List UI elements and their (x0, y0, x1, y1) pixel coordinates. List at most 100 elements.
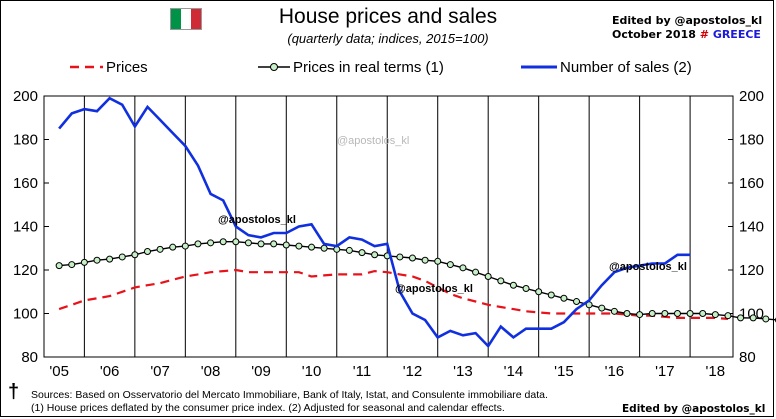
watermark-text: @apostolos_kl (337, 135, 409, 147)
watermark-text: @apostolos_kl (609, 261, 687, 273)
real-price-marker (308, 243, 316, 251)
y-tick-label-left: 80 (21, 349, 38, 366)
real-price-marker (610, 307, 618, 315)
y-tick-label-right: 120 (739, 262, 764, 279)
y-tick-label-right: 80 (739, 349, 756, 366)
real-price-marker (295, 242, 303, 250)
legend-label-prices: Prices (106, 59, 148, 76)
y-tick-label-right: 200 (739, 88, 764, 105)
x-tick-label: '10 (302, 363, 322, 380)
flag-stripe-white (181, 9, 191, 29)
real-price-marker (55, 262, 63, 270)
real-price-marker (762, 315, 770, 323)
real-price-marker (131, 251, 139, 259)
y-axis-left: 80 100 120 140 160 180 200 (13, 88, 49, 366)
x-tick-label: '06 (100, 363, 120, 380)
real-price-marker (181, 242, 189, 250)
edited-by-footer: Edited by @apostolos_kl (622, 403, 766, 415)
x-tick-label: '08 (201, 363, 221, 380)
real-price-marker (207, 239, 215, 247)
real-price-marker (623, 310, 631, 317)
series-group (55, 96, 776, 349)
real-price-marker (270, 240, 278, 248)
hash-tag: # (699, 28, 709, 41)
x-axis: '05 '06 '07 '08 '09 '10 '11 '12 '13 '14 '15 '16 '17 '… (49, 363, 725, 380)
real-price-marker (573, 298, 581, 306)
y-tick-label-left: 100 (13, 306, 38, 323)
real-price-marker (156, 245, 164, 253)
series-line-sales (58, 96, 691, 349)
real-price-marker (661, 310, 669, 317)
real-price-marker (522, 284, 530, 292)
real-price-marker (106, 255, 114, 263)
real-price-marker (434, 257, 442, 265)
edited-date-line: October 2018 # GREECE (612, 28, 761, 41)
real-price-marker (68, 261, 76, 269)
real-price-marker (636, 311, 644, 319)
footnote-sources: Sources: Based on Osservatorio del Merca… (31, 389, 548, 401)
chart-subtitle: (quarterly data; indices, 2015=100) (287, 31, 489, 46)
real-price-marker (459, 264, 467, 272)
real-price-marker (80, 258, 88, 266)
real-price-marker (169, 243, 177, 251)
real-price-marker (509, 281, 517, 289)
real-price-marker (547, 291, 555, 299)
y-tick-label-left: 140 (13, 219, 38, 236)
real-price-marker (118, 253, 126, 261)
legend-label-real-prices: Prices in real terms (1) (293, 59, 444, 76)
real-price-marker (673, 310, 681, 317)
watermark-text: @apostolos_kl (395, 283, 473, 295)
real-price-marker (686, 310, 694, 317)
y-tick-label-left: 200 (13, 88, 38, 105)
real-price-marker (737, 314, 745, 322)
x-tick-label: '14 (504, 363, 524, 380)
real-price-marker (219, 238, 227, 246)
watermark-text: @apostolos_kl (218, 214, 296, 226)
real-price-marker (446, 261, 454, 269)
y-tick-label-right: 140 (739, 219, 764, 236)
watermarks: @apostolos_kl @apostolos_kl @apostolos_kl @… (218, 135, 687, 295)
x-tick-label: '11 (353, 363, 371, 380)
x-tick-label: '12 (403, 363, 423, 380)
y-tick-label-right: 160 (739, 175, 764, 192)
real-price-marker (699, 310, 707, 317)
real-price-marker (749, 314, 757, 322)
real-price-marker (648, 310, 656, 317)
country-label: GREECE (712, 28, 761, 41)
real-price-marker (371, 251, 379, 259)
real-price-marker (535, 288, 543, 296)
flag-stripe-red (191, 9, 201, 29)
y-tick-label-left: 120 (13, 262, 38, 279)
y-tick-label-left: 160 (13, 175, 38, 192)
real-price-marker (282, 241, 290, 249)
real-price-marker (711, 311, 719, 319)
legend (70, 63, 557, 71)
italy-flag-icon (170, 8, 202, 30)
real-price-marker (472, 268, 480, 276)
real-price-marker (421, 256, 429, 264)
flag-stripe-green (171, 9, 181, 29)
edited-by-credit: Edited by @apostolos_kl (612, 14, 763, 27)
real-price-marker (257, 240, 265, 248)
real-price-marker (724, 312, 732, 320)
real-price-marker (93, 256, 101, 264)
real-price-marker (358, 249, 366, 257)
x-tick-label: '18 (706, 363, 726, 380)
x-tick-label: '09 (251, 363, 271, 380)
y-tick-label-left: 180 (13, 132, 38, 149)
y-tick-label-right: 180 (739, 132, 764, 149)
footnote-dagger: † (8, 381, 20, 403)
chart-title: House prices and sales (278, 5, 498, 28)
x-tick-label: '15 (554, 363, 574, 380)
real-price-marker (320, 244, 328, 252)
x-tick-label: '17 (655, 363, 675, 380)
edited-date: October 2018 (612, 28, 696, 41)
real-price-marker (497, 277, 505, 285)
real-price-marker (232, 238, 240, 246)
real-price-marker (396, 253, 404, 261)
x-tick-label: '07 (150, 363, 170, 380)
x-tick-label: '05 (49, 363, 69, 380)
real-price-marker (244, 239, 252, 247)
